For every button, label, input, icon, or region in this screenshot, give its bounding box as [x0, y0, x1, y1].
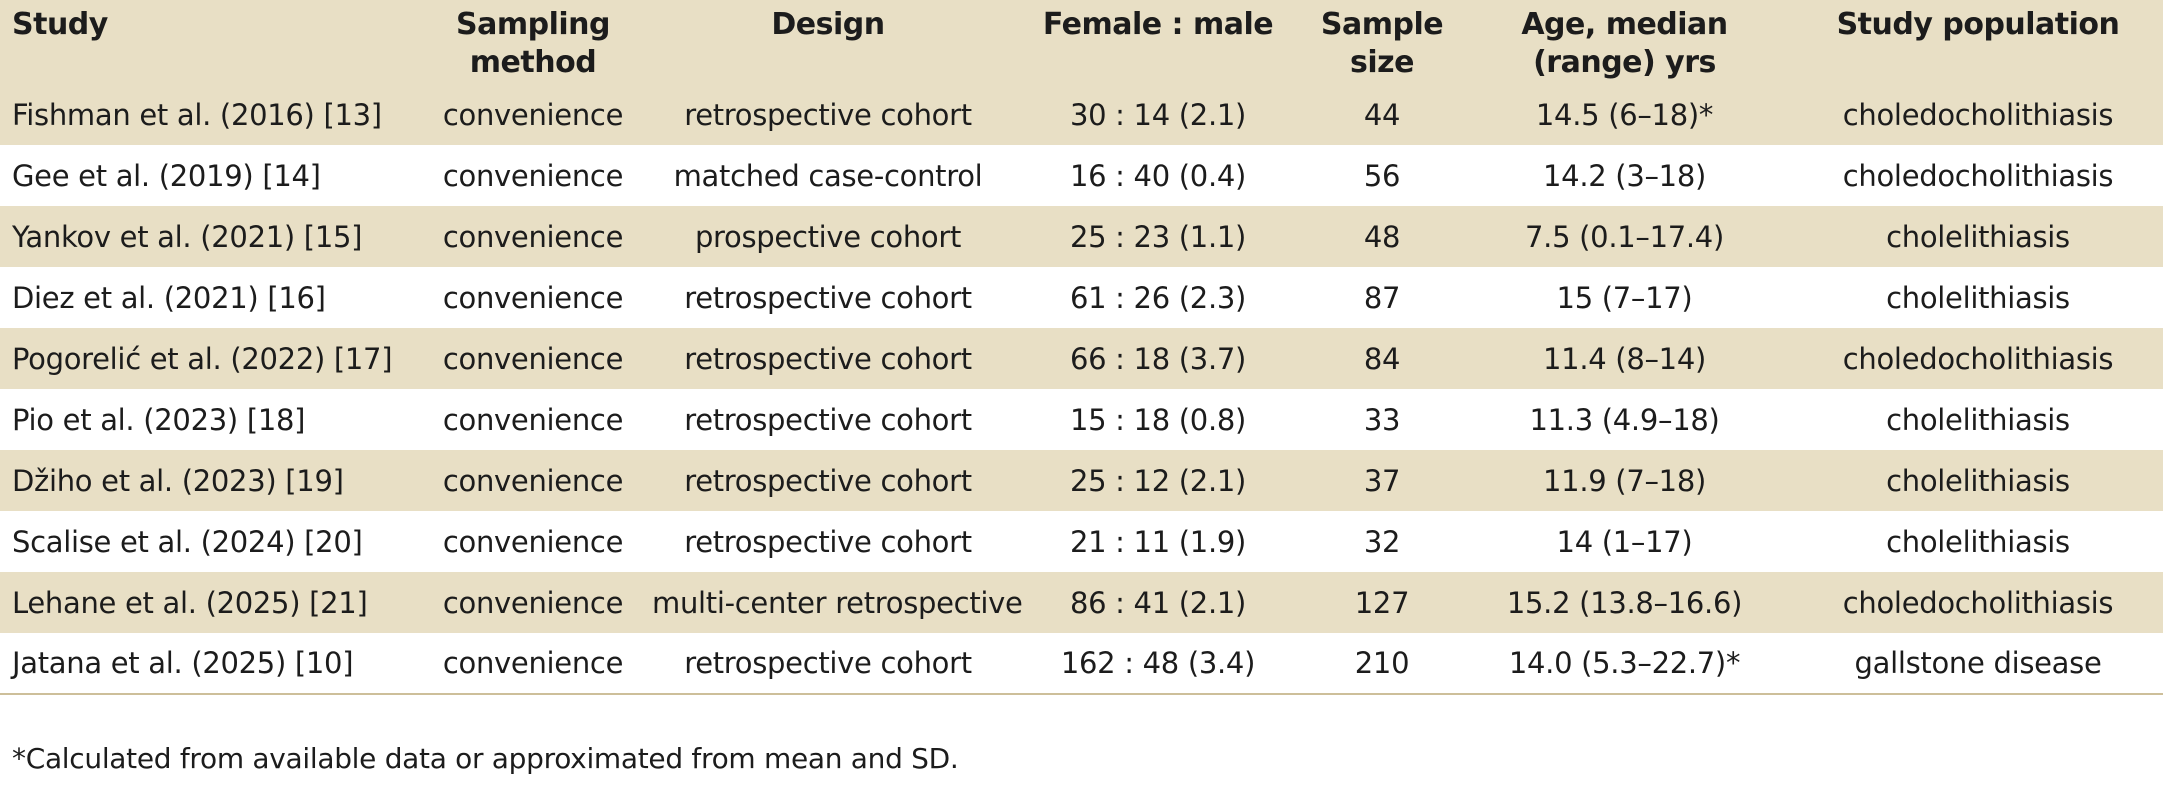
cell-age: 11.4 (8–14)	[1543, 341, 1706, 376]
cell-design: retrospective cohort	[684, 402, 972, 437]
table-row: Jatana et al. (2025) [10] convenience retr…	[0, 633, 2163, 695]
cell-design: retrospective cohort	[684, 280, 972, 315]
cell-study-population: cholelithiasis	[1886, 219, 2070, 254]
cell-study: Lehane et al. (2025) [21]	[12, 585, 368, 620]
cell-sample-size: 37	[1363, 463, 1401, 498]
cell-sample-size: 48	[1363, 219, 1401, 254]
cell-female-male: 66 : 18 (3.7)	[1069, 341, 1247, 376]
cell-study: Gee et al. (2019) [14]	[12, 158, 321, 193]
cell-design: retrospective cohort	[684, 524, 972, 559]
cell-sample-size: 56	[1363, 158, 1401, 193]
cell-design: retrospective cohort	[684, 97, 972, 132]
cell-study: Pio et al. (2023) [18]	[12, 402, 306, 437]
table-footnote: *Calculated from available data or appro…	[12, 742, 959, 775]
table-row: Gee et al. (2019) [14] convenience matched…	[0, 145, 2163, 206]
cell-sample-size: 210	[1308, 633, 1456, 695]
cell-design: prospective cohort	[694, 219, 962, 254]
cell-sampling-method: convenience	[442, 463, 624, 498]
cell-age: 14.5 (6–18)*	[1535, 97, 1714, 132]
cell-study-population: cholelithiasis	[1886, 463, 2070, 498]
cell-female-male: 162 : 48 (3.4)	[1008, 633, 1308, 695]
studies-table: Study Sampling method Design Female : mal…	[0, 0, 2163, 695]
header-sample-size: Sample size	[1320, 7, 1444, 80]
cell-sampling-method: convenience	[442, 341, 624, 376]
cell-sampling-method: convenience	[442, 219, 624, 254]
cell-age: 14.2 (3–18)	[1543, 158, 1706, 193]
cell-design: multi-center retrospective	[652, 585, 1023, 620]
header-age: Age, median (range) yrs	[1521, 7, 1728, 80]
cell-age: 15 (7–17)	[1556, 280, 1693, 315]
cell-sampling-method: convenience	[442, 402, 624, 437]
cell-sample-size: 127	[1354, 585, 1410, 620]
table-body: Fishman et al. (2016) [13] convenience ret…	[0, 84, 2163, 695]
cell-sampling-method: convenience	[442, 524, 624, 559]
cell-female-male: 86 : 41 (2.1)	[1069, 585, 1247, 620]
cell-sampling-method: convenience	[442, 158, 624, 193]
cell-study: Fishman et al. (2016) [13]	[12, 97, 382, 132]
table-row: Scalise et al. (2024) [20] convenience ret…	[0, 511, 2163, 572]
cell-sampling-method: convenience	[442, 280, 624, 315]
cell-sample-size: 84	[1363, 341, 1401, 376]
cell-sample-size: 33	[1363, 402, 1401, 437]
cell-sampling-method: convenience	[442, 97, 624, 132]
cell-design: retrospective cohort	[684, 341, 972, 376]
cell-sample-size: 87	[1363, 280, 1401, 315]
cell-design: matched case-control	[673, 158, 983, 193]
cell-age: 14.0 (5.3–22.7)*	[1456, 633, 1793, 695]
cell-study-population: choledocholithiasis	[1842, 585, 2114, 620]
cell-age: 7.5 (0.1–17.4)	[1525, 219, 1724, 254]
cell-female-male: 21 : 11 (1.9)	[1069, 524, 1247, 559]
cell-study: Yankov et al. (2021) [15]	[12, 219, 363, 254]
cell-study: Džiho et al. (2023) [19]	[12, 463, 344, 498]
cell-study-population: cholelithiasis	[1886, 402, 2070, 437]
table-row: Yankov et al. (2021) [15] convenience pros…	[0, 206, 2163, 267]
cell-study-population: choledocholithiasis	[1842, 341, 2114, 376]
cell-study: Diez et al. (2021) [16]	[12, 280, 326, 315]
cell-female-male: 30 : 14 (2.1)	[1069, 97, 1247, 132]
cell-sampling-method: convenience	[442, 585, 624, 620]
cell-sample-size: 44	[1363, 97, 1401, 132]
cell-female-male: 16 : 40 (0.4)	[1069, 158, 1247, 193]
cell-sampling-method: convenience	[418, 633, 648, 695]
cell-study-population: cholelithiasis	[1886, 524, 2070, 559]
cell-female-male: 25 : 12 (2.1)	[1069, 463, 1247, 498]
cell-study-population: cholelithiasis	[1886, 280, 2070, 315]
cell-female-male: 25 : 23 (1.1)	[1069, 219, 1247, 254]
table-row: Pogorelić et al. (2022) [17] convenience r…	[0, 328, 2163, 389]
cell-study-population: choledocholithiasis	[1842, 158, 2114, 193]
cell-age: 14 (1–17)	[1556, 524, 1693, 559]
table-row: Diez et al. (2021) [16] convenience retros…	[0, 267, 2163, 328]
cell-sample-size: 32	[1363, 524, 1401, 559]
cell-design: retrospective cohort	[648, 633, 1008, 695]
cell-study: Scalise et al. (2024) [20]	[12, 524, 363, 559]
header-study-population: Study population	[1836, 7, 2120, 42]
header-study: Study	[12, 7, 108, 42]
header-design: Design	[771, 7, 885, 42]
table-row: Fishman et al. (2016) [13] convenience ret…	[0, 84, 2163, 145]
cell-study: Pogorelić et al. (2022) [17]	[12, 341, 393, 376]
table-row: Lehane et al. (2025) [21] convenience mult…	[0, 572, 2163, 633]
cell-study-population: gallstone disease	[1793, 633, 2163, 695]
cell-study-population: choledocholithiasis	[1842, 97, 2114, 132]
table-row: Pio et al. (2023) [18] convenience retrosp…	[0, 389, 2163, 450]
cell-study: Jatana et al. (2025) [10]	[0, 633, 418, 695]
cell-age: 11.3 (4.9–18)	[1529, 402, 1720, 437]
cell-female-male: 15 : 18 (0.8)	[1069, 402, 1247, 437]
header-female-male: Female : male	[1042, 7, 1274, 42]
cell-design: retrospective cohort	[684, 463, 972, 498]
table-header-row: Study Sampling method Design Female : mal…	[0, 0, 2163, 84]
cell-female-male: 61 : 26 (2.3)	[1069, 280, 1247, 315]
cell-age: 15.2 (13.8–16.6)	[1506, 585, 1743, 620]
cell-age: 11.9 (7–18)	[1543, 463, 1706, 498]
header-sampling-method: Sampling method	[456, 7, 610, 80]
table-row: Džiho et al. (2023) [19] convenience retro…	[0, 450, 2163, 511]
